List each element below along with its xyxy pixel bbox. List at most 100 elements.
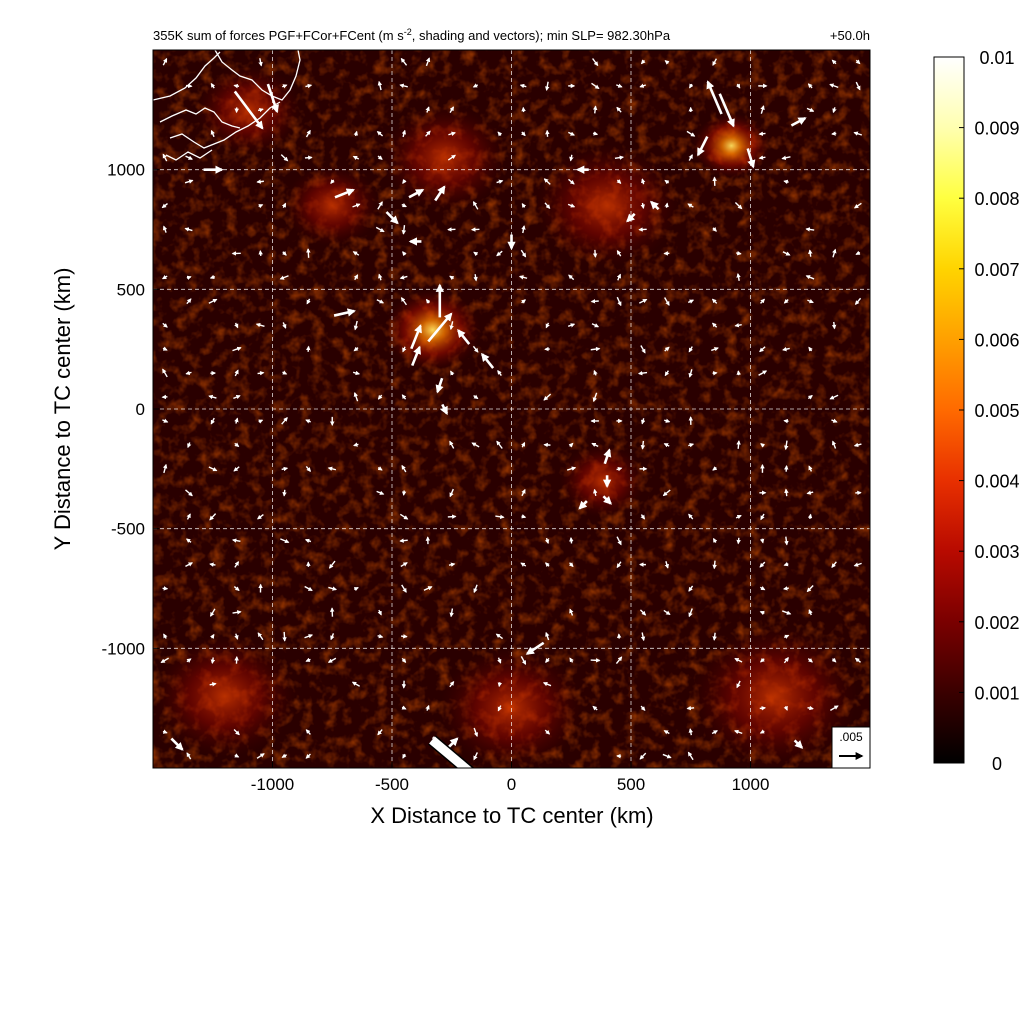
background-vector (402, 179, 407, 184)
y-tick-label: -500 (111, 520, 145, 539)
background-vector (399, 538, 408, 543)
background-vector (689, 83, 694, 89)
background-vector (616, 83, 623, 88)
background-vector (353, 442, 359, 447)
background-vector (449, 680, 455, 688)
background-vector (712, 560, 717, 570)
background-vector (473, 251, 479, 257)
title-suffix: , shading and vectors); min SLP= 982.30h… (412, 28, 671, 43)
background-vector (162, 418, 169, 423)
background-vector (664, 202, 669, 208)
background-vector (401, 225, 407, 235)
background-vector (735, 83, 741, 89)
background-vector (258, 419, 264, 424)
background-vector (353, 346, 359, 352)
background-vector (784, 488, 789, 497)
background-vector (281, 466, 289, 472)
background-vector (377, 201, 383, 210)
background-vector (495, 514, 505, 520)
background-vector (281, 84, 288, 89)
background-vector (305, 729, 311, 735)
background-vector (590, 299, 599, 304)
title-exponent: -2 (404, 27, 412, 37)
background-vector (521, 514, 527, 519)
background-vector (688, 443, 695, 448)
background-vector (423, 586, 433, 591)
background-vector (208, 394, 217, 400)
x-tick-label: 0 (507, 775, 516, 794)
field-hotspot (535, 144, 679, 267)
background-vector (832, 248, 837, 258)
background-vector (734, 202, 743, 210)
background-vector (401, 634, 408, 639)
background-vector (186, 275, 192, 280)
background-vector (328, 586, 337, 591)
background-vector (590, 346, 601, 352)
background-vector (663, 443, 670, 448)
background-vector (831, 657, 837, 663)
background-vector (616, 249, 622, 257)
background-vector (829, 394, 839, 400)
background-vector (447, 154, 456, 161)
background-vector (280, 154, 289, 162)
background-vector (592, 249, 598, 258)
background-vector (186, 658, 192, 663)
background-vector (808, 346, 813, 352)
background-vector (734, 729, 743, 735)
background-vector (711, 347, 719, 352)
background-vector (830, 705, 839, 712)
force-vector (718, 93, 735, 128)
background-vector (640, 418, 646, 425)
background-vector (687, 299, 695, 304)
background-vector (449, 106, 455, 114)
background-vector (234, 561, 240, 568)
background-vector (162, 225, 168, 233)
field-hotspot (559, 444, 646, 518)
background-vector (566, 466, 577, 471)
background-vector (569, 154, 574, 162)
background-vector (569, 608, 574, 616)
background-vector (807, 83, 813, 89)
field-hotspot (384, 289, 481, 371)
background-vector (829, 83, 839, 89)
colorbar-tick-label: 0.002 (974, 613, 1019, 633)
background-vector (234, 417, 239, 424)
background-vector (377, 394, 383, 400)
grid-layer (153, 50, 870, 768)
background-vector (282, 322, 287, 329)
background-vector (400, 562, 408, 568)
background-vector (496, 250, 503, 257)
x-tick-label: 500 (617, 775, 645, 794)
background-vector (279, 275, 289, 280)
background-vector (305, 657, 311, 662)
background-vector (736, 251, 742, 256)
background-vector (664, 561, 669, 569)
background-vector (471, 442, 480, 448)
background-vector (855, 59, 861, 65)
background-vector (376, 299, 385, 304)
background-vector (521, 225, 526, 234)
force-vector (746, 148, 756, 169)
plot-area (153, 50, 870, 768)
colorbar-tick-label: 0.003 (974, 542, 1019, 562)
background-vector (545, 657, 550, 663)
background-vector (544, 562, 550, 567)
background-vector (663, 730, 670, 735)
background-vector (449, 488, 454, 498)
background-vector (280, 538, 290, 544)
background-vector (592, 705, 598, 711)
background-vector (520, 441, 526, 448)
background-vector (853, 202, 862, 209)
background-vector (664, 179, 670, 185)
background-vector (185, 83, 193, 89)
background-vector (401, 203, 407, 208)
background-vector (783, 705, 788, 711)
background-vector (759, 561, 766, 568)
colorbar-ticks: 0 0.001 0.002 0.003 0.004 0.005 0.006 0.007 0.00… (959, 48, 1020, 774)
y-axis-title: Y Distance to TC center (km) (50, 268, 75, 551)
colorbar-tick-label: 0.004 (974, 472, 1019, 492)
background-vector (616, 273, 621, 281)
force-vector (434, 185, 446, 202)
background-vector (425, 704, 430, 711)
